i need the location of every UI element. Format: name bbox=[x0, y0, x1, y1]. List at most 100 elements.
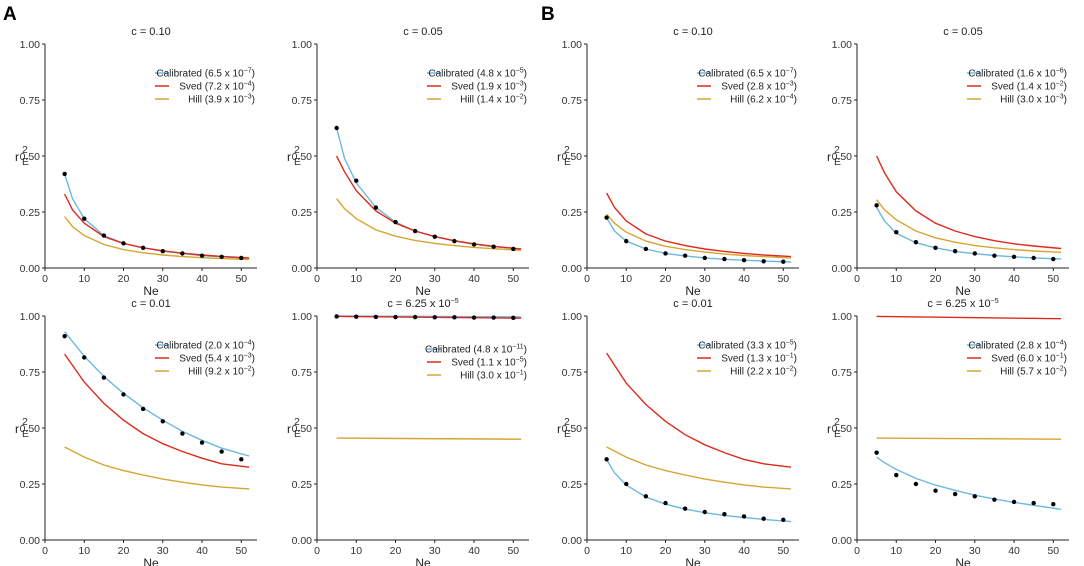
data-point bbox=[140, 406, 146, 412]
data-point bbox=[412, 228, 418, 234]
legend-label-calibrated: Calibrated (4.8 x 10−11) bbox=[425, 344, 527, 356]
chart-B3: 0.00 0.25 0.50 0.75 1.00 0 10 20 30 40 50 Ne r 2Ec = … bbox=[557, 298, 799, 566]
x-tick-label: 0 bbox=[314, 545, 320, 557]
y-tick-label: 0.25 bbox=[832, 207, 853, 219]
series-line-calibrated bbox=[876, 456, 1062, 510]
y-tick-label: 0.00 bbox=[562, 263, 583, 275]
chart-A4: 0.00 0.25 0.50 0.75 1.00 0 10 20 30 40 50 Ne r 2Ec = … bbox=[287, 298, 529, 566]
x-tick-label: 40 bbox=[468, 273, 480, 285]
y-tick-label: 0.50 bbox=[832, 151, 853, 163]
x-tick-label: 40 bbox=[1008, 545, 1020, 557]
data-point bbox=[121, 241, 126, 246]
series-line-hill bbox=[606, 446, 792, 490]
y-axis-label-sub: E bbox=[834, 428, 841, 440]
x-axis-label: Ne bbox=[415, 556, 431, 566]
x-axis-label: Ne bbox=[143, 284, 159, 298]
data-point bbox=[913, 240, 919, 245]
data-point bbox=[239, 457, 244, 462]
series-line-sved bbox=[605, 192, 792, 258]
data-point bbox=[781, 259, 786, 264]
data-point bbox=[1051, 501, 1056, 507]
data-point bbox=[682, 253, 688, 258]
y-tick-label: 0.00 bbox=[832, 535, 853, 547]
data-point bbox=[180, 431, 185, 436]
x-tick-label: 10 bbox=[890, 273, 902, 285]
x-tick-label: 20 bbox=[660, 273, 672, 285]
x-tick-label: 20 bbox=[118, 545, 130, 557]
y-axis-label-sub: E bbox=[22, 156, 29, 168]
y-tick-label: 0.75 bbox=[832, 95, 853, 107]
data-point bbox=[624, 481, 629, 487]
x-tick-label: 40 bbox=[468, 545, 480, 557]
legend-label-calibrated: Calibrated (2.0 x 10−4) bbox=[156, 340, 255, 352]
y-axis-label-sup: 2 bbox=[834, 144, 840, 156]
chart-B4: 0.00 0.25 0.50 0.75 1.00 0 10 20 30 40 50 Ne r 2Ec = … bbox=[827, 298, 1069, 566]
x-tick-label: 20 bbox=[930, 273, 942, 285]
legend-label-sved: Sved (2.8 x 10−3) bbox=[721, 81, 797, 93]
data-point bbox=[82, 355, 87, 360]
series-line-sved bbox=[875, 155, 1062, 250]
data-point bbox=[643, 494, 649, 499]
y-axis-label-sub: E bbox=[294, 156, 301, 168]
data-point bbox=[933, 245, 938, 251]
series-line-hill bbox=[876, 437, 1062, 440]
data-point bbox=[199, 440, 205, 445]
y-axis-label-sup: 2 bbox=[22, 416, 28, 428]
x-tick-label: 20 bbox=[118, 273, 130, 285]
x-tick-label: 50 bbox=[507, 273, 519, 285]
data-point bbox=[373, 205, 379, 210]
series-line-sved bbox=[335, 155, 522, 250]
x-tick-label: 10 bbox=[620, 273, 632, 285]
y-axis-label: r bbox=[287, 422, 291, 436]
data-point bbox=[511, 315, 516, 320]
x-axis-label: Ne bbox=[143, 556, 159, 566]
y-tick-label: 0.75 bbox=[20, 367, 41, 379]
data-point bbox=[952, 249, 958, 254]
data-point bbox=[1011, 254, 1017, 259]
series-line-hill bbox=[336, 198, 522, 251]
y-axis-label-sup: 2 bbox=[564, 144, 570, 156]
data-point bbox=[393, 314, 398, 320]
data-point bbox=[874, 203, 879, 208]
legend-label-calibrated: Calibrated (3.3 x 10−5) bbox=[698, 340, 797, 352]
chart-title: c = 6.25 x 10−5 bbox=[927, 298, 998, 310]
y-tick-label: 0.25 bbox=[832, 479, 853, 491]
y-tick-label: 1.00 bbox=[832, 311, 853, 323]
data-point bbox=[741, 514, 747, 519]
x-tick-label: 30 bbox=[699, 273, 711, 285]
y-tick-label: 0.50 bbox=[292, 151, 313, 163]
chart-title: c = 0.01 bbox=[131, 298, 170, 310]
data-point bbox=[894, 472, 899, 478]
y-axis-label-sub: E bbox=[564, 156, 571, 168]
y-axis-label-sup: 2 bbox=[294, 144, 300, 156]
x-tick-label: 50 bbox=[507, 545, 519, 557]
data-point bbox=[354, 314, 359, 319]
y-tick-label: 0.50 bbox=[292, 423, 313, 435]
y-axis-label-sub: E bbox=[22, 428, 29, 440]
y-tick-label: 0.25 bbox=[562, 479, 583, 491]
x-axis-label: Ne bbox=[685, 556, 701, 566]
data-point bbox=[491, 315, 496, 320]
data-point bbox=[1031, 500, 1036, 506]
x-tick-label: 40 bbox=[738, 545, 750, 557]
data-point bbox=[432, 315, 437, 320]
legend-label-sved: Sved (1.1 x 10−5) bbox=[451, 357, 527, 369]
data-point bbox=[913, 481, 919, 487]
series-line-hill bbox=[876, 199, 1062, 253]
data-point bbox=[393, 219, 398, 225]
y-tick-label: 0.25 bbox=[20, 207, 41, 219]
data-point bbox=[62, 333, 67, 339]
x-tick-label: 40 bbox=[196, 273, 208, 285]
x-tick-label: 0 bbox=[584, 545, 590, 557]
y-tick-label: 0.00 bbox=[832, 263, 853, 275]
x-tick-label: 30 bbox=[699, 545, 711, 557]
chart-A3: 0.00 0.25 0.50 0.75 1.00 0 10 20 30 40 50 Ne r 2Ec = … bbox=[15, 298, 257, 566]
data-point bbox=[160, 419, 165, 424]
data-point bbox=[452, 238, 457, 244]
series-line-hill bbox=[64, 216, 250, 261]
x-tick-label: 10 bbox=[78, 545, 90, 557]
data-point bbox=[239, 255, 244, 261]
data-point bbox=[624, 238, 629, 244]
y-axis-label-sub: E bbox=[564, 428, 571, 440]
